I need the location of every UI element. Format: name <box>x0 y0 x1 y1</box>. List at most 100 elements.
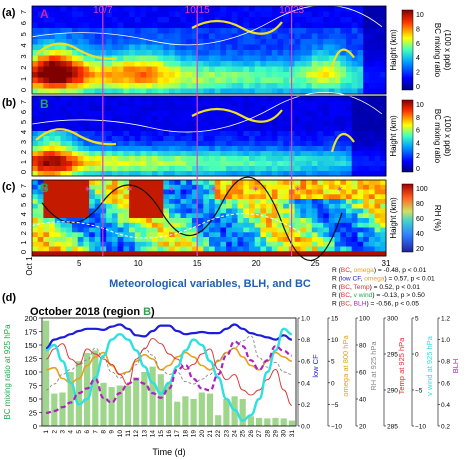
heatmap-cell <box>117 246 124 252</box>
heatmap-cell <box>323 77 330 84</box>
heatmap-cell <box>231 11 238 18</box>
heatmap-cell <box>226 106 233 112</box>
heatmap-cell <box>32 218 39 224</box>
heatmap-cell <box>89 101 96 107</box>
heatmap-cell <box>294 218 301 224</box>
heatmap-cell <box>340 33 347 40</box>
heatmap-cell <box>243 232 250 238</box>
heatmap-cell <box>357 111 364 117</box>
heatmap-cell <box>151 28 159 34</box>
heatmap-cell <box>363 180 370 186</box>
heatmap-cell <box>203 61 210 67</box>
heatmap-cell <box>49 61 56 67</box>
heatmap-cell <box>266 146 273 152</box>
heatmap-cell <box>271 141 278 147</box>
heatmap-cell <box>363 146 370 152</box>
heatmap-cell <box>60 199 67 205</box>
heatmap-cell <box>117 184 124 190</box>
heatmap-cell <box>157 121 164 127</box>
heatmap-cell <box>300 189 307 195</box>
y-tick-label: 2 <box>19 150 28 154</box>
heatmap-cell <box>203 194 210 200</box>
heatmap-cell <box>328 106 336 112</box>
heatmap-cell <box>340 222 347 228</box>
heatmap-cell <box>191 241 199 247</box>
heatmap-cell <box>123 241 130 247</box>
heatmap-cell <box>380 146 387 152</box>
heatmap-cell <box>140 101 147 107</box>
heatmap-cell <box>340 55 347 62</box>
heatmap-cell <box>214 22 221 29</box>
heatmap-cell <box>340 151 347 157</box>
heatmap-cell <box>129 246 136 252</box>
heatmap-cell <box>83 55 90 62</box>
heatmap-cell <box>123 116 130 122</box>
heatmap-cell <box>100 184 107 190</box>
heatmap-cell <box>191 116 199 122</box>
heatmap-cell <box>60 194 67 200</box>
heatmap-cell <box>100 131 107 137</box>
heatmap-cell <box>32 189 39 195</box>
heatmap-cell <box>351 213 358 219</box>
heatmap-cell <box>180 251 187 257</box>
wind-marker: ✶ <box>42 184 50 194</box>
heatmap-cell <box>266 161 273 167</box>
heatmap-cell <box>323 72 330 78</box>
heatmap-cell <box>43 11 50 18</box>
heatmap-cell <box>151 218 159 224</box>
heatmap-cell <box>294 83 301 89</box>
heatmap-cell <box>340 96 347 102</box>
heatmap-cell <box>277 246 284 252</box>
heatmap-cell <box>346 156 353 162</box>
heatmap-cell <box>134 156 141 162</box>
heatmap-cell <box>151 246 159 252</box>
heatmap-cell <box>146 61 153 67</box>
heatmap-cell <box>111 171 119 177</box>
heatmap-cell <box>43 66 50 73</box>
heatmap-cell <box>294 213 301 219</box>
heatmap-cell <box>209 222 216 228</box>
heatmap-cell <box>363 237 370 243</box>
heatmap-cell <box>43 96 50 102</box>
heatmap-cell <box>163 6 170 12</box>
heatmap-cell <box>209 227 216 233</box>
heatmap-cell <box>197 189 204 195</box>
panel-label: (a) <box>2 7 16 19</box>
heatmap-cell <box>191 50 199 56</box>
heatmap-cell <box>266 116 273 122</box>
heatmap-x-tick: 15 <box>193 259 202 268</box>
heatmap-cell <box>300 194 307 200</box>
heatmap-cell <box>77 61 84 67</box>
heatmap-cell <box>300 251 307 257</box>
heatmap-cell <box>271 111 278 117</box>
heatmap-cell <box>220 66 227 73</box>
heatmap-cell <box>237 161 244 167</box>
heatmap-cell <box>317 180 324 186</box>
heatmap-cell <box>163 116 170 122</box>
heatmap-cell <box>151 161 159 167</box>
heatmap-cell <box>306 171 313 177</box>
heatmap-cell <box>83 222 90 228</box>
heatmap-cell <box>346 184 353 190</box>
heatmap-cell <box>351 166 358 172</box>
heatmap-cell <box>72 146 79 152</box>
heatmap-cell <box>37 17 44 23</box>
heatmap-cell <box>146 184 153 190</box>
heatmap-cell <box>37 96 44 102</box>
heatmap-cell <box>317 237 324 243</box>
heatmap-cell <box>111 136 119 142</box>
blh-dashed-line <box>31 213 303 239</box>
heatmap-cell <box>43 33 50 40</box>
heatmap-cell <box>328 194 336 200</box>
heatmap-cell <box>37 61 44 67</box>
heatmap-cell <box>89 121 96 127</box>
heatmap-cell <box>123 11 130 18</box>
heatmap-cell <box>77 146 84 152</box>
heatmap-cell <box>368 50 376 56</box>
heatmap-cell <box>346 116 353 122</box>
heatmap-cell <box>146 28 153 34</box>
heatmap-cell <box>169 208 176 214</box>
heatmap-cell <box>249 208 256 214</box>
heatmap-cell <box>237 33 244 40</box>
heatmap-cell <box>157 237 164 243</box>
